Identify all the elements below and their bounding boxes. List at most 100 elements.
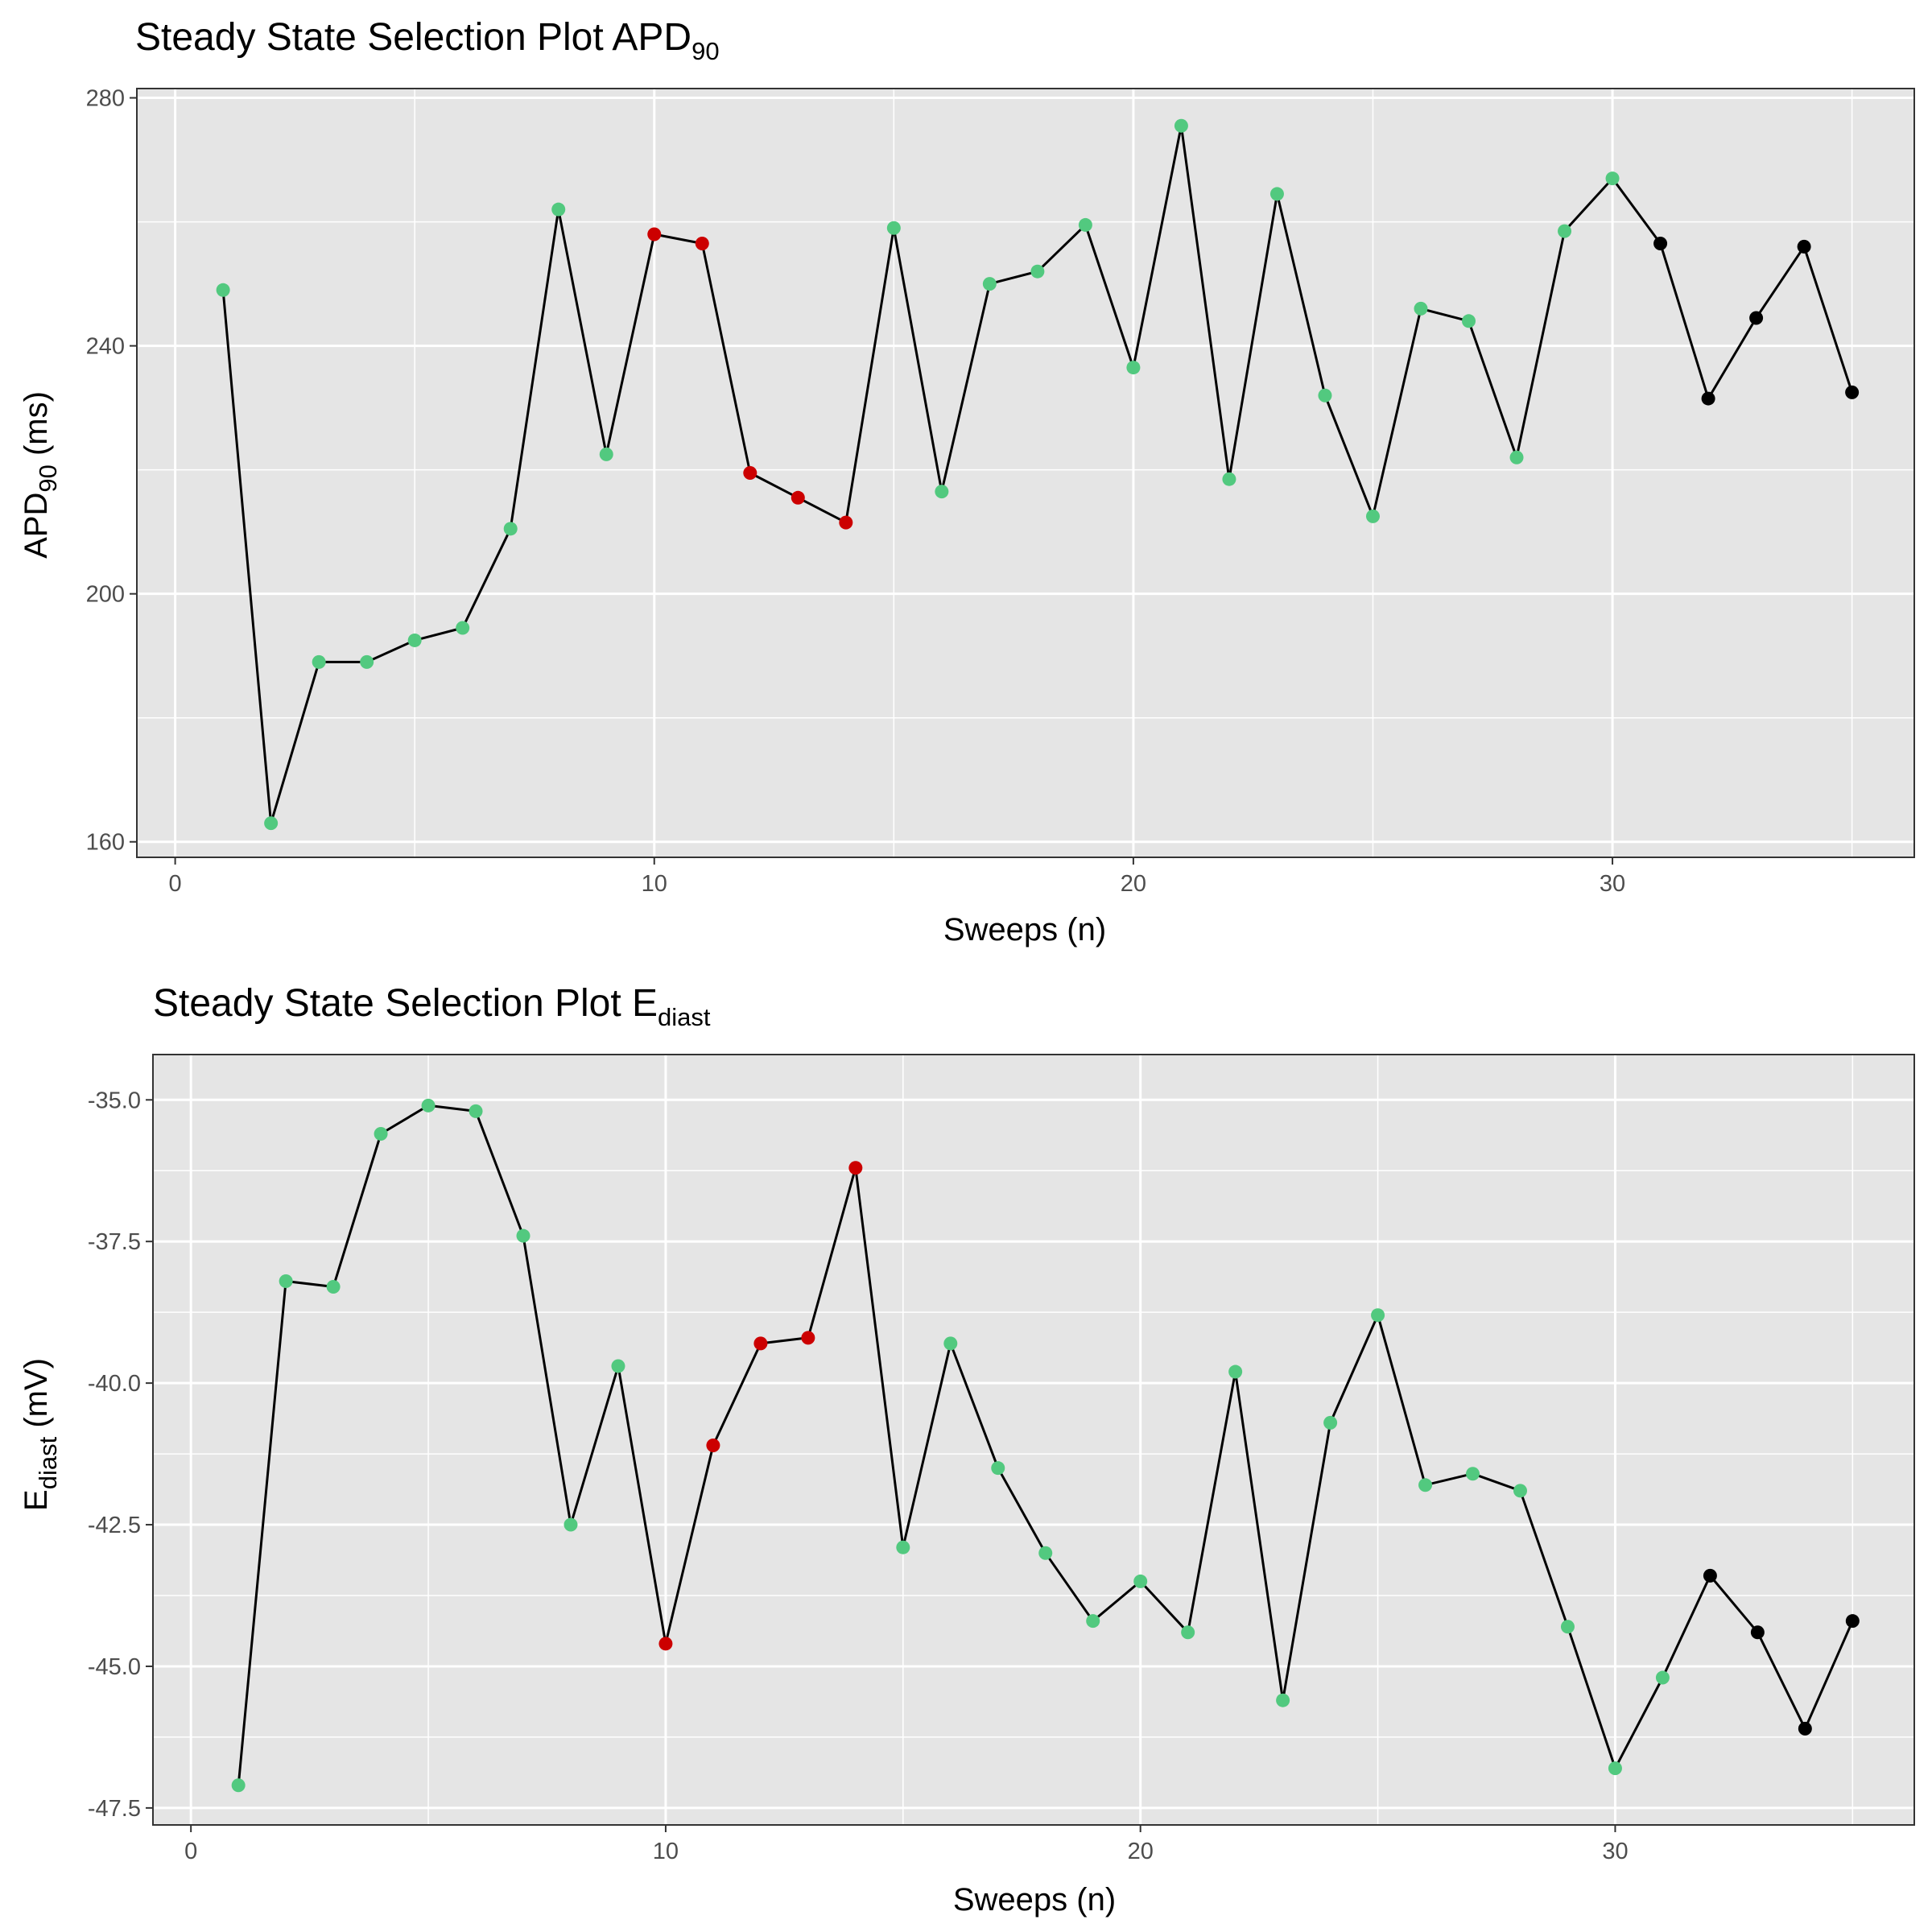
chart-2-data-point-included — [279, 1274, 293, 1288]
chart-1-data-point-included — [1030, 264, 1045, 279]
chart-2-data-point-final — [1845, 1614, 1860, 1629]
chart-1-data-point-excluded — [647, 227, 662, 242]
chart-2-x-tick-label: 0 — [184, 1839, 197, 1864]
chart-2-data-point-included — [1418, 1478, 1433, 1492]
chart-2-panel-background — [153, 1055, 1914, 1825]
chart-1-title: Steady State Selection Plot APD90 — [135, 16, 720, 65]
chart-1-data-point-included — [1174, 118, 1188, 133]
chart-2-data-point-excluded — [658, 1637, 673, 1651]
chart-2-y-tick-label: -35.0 — [88, 1088, 141, 1113]
chart-2-data-point-excluded — [848, 1161, 863, 1175]
chart-1-data-point-included — [312, 654, 326, 669]
chart-1-x-tick-label: 20 — [1121, 871, 1146, 897]
chart-1-data-point-included — [886, 221, 901, 235]
chart-1-data-point-included — [456, 621, 470, 635]
chart-2-data-point-included — [1560, 1620, 1575, 1634]
chart-1-data-point-included — [360, 654, 374, 669]
chart-1-panel-border — [136, 88, 1915, 858]
chart-1-data-point-excluded — [695, 237, 709, 251]
chart-1-y-axis-label: APD90 (ms) — [19, 391, 62, 559]
chart-2-data-point-final — [1798, 1721, 1812, 1736]
chart-1-data-point-included — [982, 277, 997, 291]
chart-2-data-point-included — [1513, 1484, 1528, 1498]
chart-2-data-point-excluded — [753, 1336, 768, 1351]
chart-1-data-point-final — [1797, 239, 1811, 254]
chart-2-data-point-included — [469, 1104, 483, 1118]
chart-1-data-point-excluded — [791, 490, 805, 505]
chart-1-data-point-included — [1605, 171, 1620, 186]
chart-2-title: Steady State Selection Plot Ediast — [153, 982, 711, 1031]
chart-1-y-tick-label: 200 — [86, 582, 125, 608]
chart-2-data-point-included — [1323, 1415, 1338, 1430]
chart-2-x-axis-label: Sweeps (n) — [953, 1882, 1116, 1918]
chart-2-data-point-included — [943, 1336, 958, 1351]
chart-2-y-tick-label: -45.0 — [88, 1654, 141, 1680]
chart-1-data-point-included — [216, 283, 230, 297]
chart-1-data-point-included — [264, 816, 279, 831]
chart-1-data-point-included — [551, 202, 566, 217]
chart-2-data-point-included — [1276, 1693, 1290, 1707]
chart-1-data-point-included — [1222, 472, 1236, 486]
chart-2-data-point-included — [1228, 1364, 1243, 1379]
chart-1-data-point-included — [1462, 314, 1476, 328]
chart-2-x-tick-label: 20 — [1128, 1839, 1154, 1864]
chart-2-data-point-included — [1371, 1308, 1385, 1323]
chart-2-data-point-included — [1608, 1761, 1622, 1776]
chart-2-data-point-final — [1750, 1625, 1765, 1640]
chart-1-data-point-included — [1078, 217, 1092, 232]
chart-1-data-point-included — [1126, 361, 1141, 375]
chart-1-x-tick-label: 10 — [642, 871, 667, 897]
chart-2-data-point-included — [564, 1517, 578, 1532]
chart-2-x-tick-label: 30 — [1602, 1839, 1628, 1864]
chart-2-data-point-included — [1038, 1546, 1053, 1560]
chart-2-data-point-included — [1655, 1670, 1670, 1685]
chart-1-y-tick-label: 160 — [86, 830, 125, 856]
chart-1-data-point-included — [503, 522, 518, 536]
chart-2-data-point-included — [1133, 1574, 1148, 1588]
chart-1-data-point-excluded — [839, 515, 853, 530]
chart-1-data-point-included — [599, 447, 613, 461]
chart-2-y-tick-label: -42.5 — [88, 1513, 141, 1538]
chart-2-data-point-included — [231, 1778, 246, 1793]
chart-1-data-point-included — [407, 633, 422, 647]
chart-2-data-point-included — [1181, 1625, 1195, 1640]
chart-1-y-tick-label: 280 — [86, 86, 125, 112]
chart-1-y-tick-label: 240 — [86, 334, 125, 360]
chart-2-data-point-included — [516, 1228, 530, 1243]
chart-1-panel-background — [137, 89, 1914, 857]
chart-1-data-point-final — [1701, 391, 1715, 406]
chart-1-data-point-included — [1414, 301, 1428, 316]
chart-2-y-tick-label: -47.5 — [88, 1796, 141, 1822]
chart-1-data-point-included — [1269, 187, 1284, 201]
chart-1-x-tick-label: 0 — [169, 871, 182, 897]
chart-2-data-point-included — [421, 1098, 436, 1113]
chart-2-data-point-included — [896, 1540, 910, 1554]
chart-2-data-point-included — [374, 1127, 388, 1141]
chart-1-data-point-included — [1365, 509, 1380, 523]
chart-2-y-axis-label: Ediast (mV) — [19, 1358, 62, 1511]
chart-1-data-point-included — [1509, 450, 1524, 464]
chart-2-plot-area: 0 10 20 30 -47.5 -45.0 -42.5 -40.0 -37.5 -35.0 — [88, 1054, 1915, 1864]
chart-2-data-point-excluded — [801, 1331, 815, 1345]
chart-1-plot-area: 0 10 20 30 160 200 240 280 — [86, 86, 1915, 897]
chart-2-x-tick-label: 10 — [653, 1839, 679, 1864]
chart-2-y-tick-label: -40.0 — [88, 1371, 141, 1397]
chart-1-x-tick-label: 30 — [1600, 871, 1625, 897]
chart-1-data-point-final — [1845, 385, 1860, 399]
chart-1-data-point-included — [1318, 388, 1332, 402]
chart-1-data-point-final — [1749, 311, 1764, 325]
chart-1-data-point-included — [1558, 224, 1572, 238]
chart-2-data-point-included — [991, 1461, 1005, 1476]
chart-1-data-point-excluded — [743, 466, 758, 480]
chart-2-panel-border — [152, 1054, 1915, 1826]
chart-2-data-point-final — [1703, 1568, 1717, 1583]
chart-2-data-point-included — [611, 1359, 625, 1373]
chart-1-x-axis-label: Sweeps (n) — [943, 912, 1106, 947]
chart-1-data-point-included — [935, 485, 949, 499]
chart-2-data-point-excluded — [706, 1439, 720, 1453]
chart-2-data-point-included — [1086, 1614, 1100, 1629]
chart-2-data-point-included — [326, 1280, 341, 1294]
chart-2-data-point-included — [1466, 1467, 1480, 1481]
